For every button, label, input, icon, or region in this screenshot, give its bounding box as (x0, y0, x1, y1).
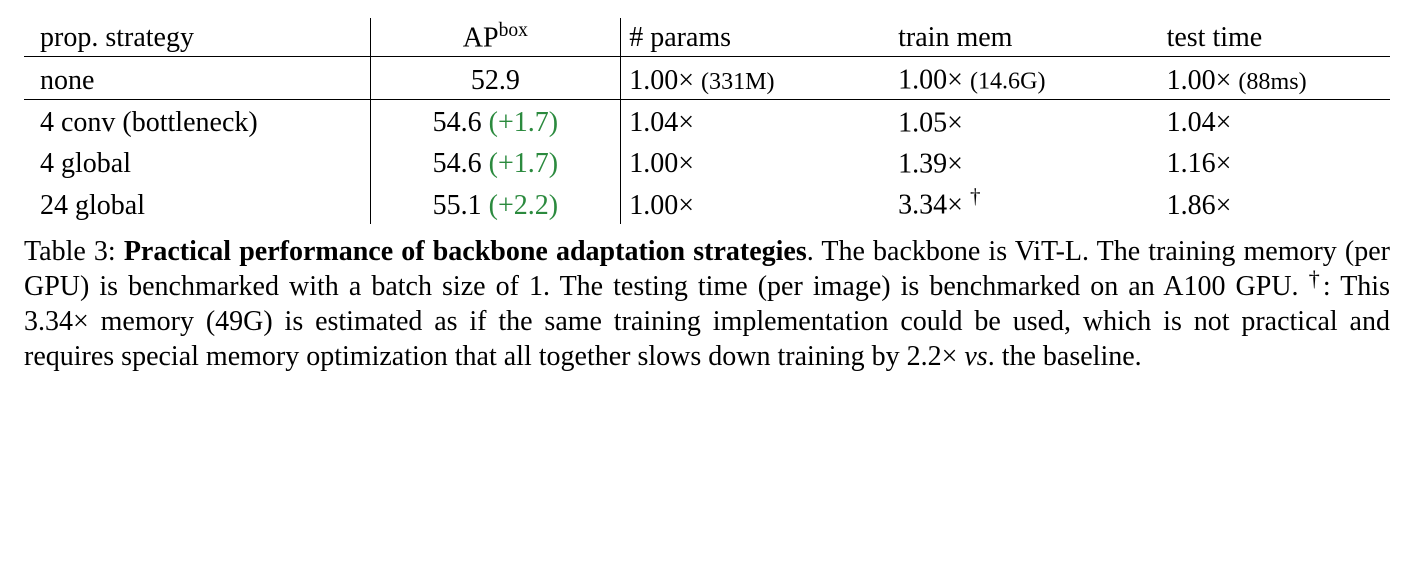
params-paren: (331M) (701, 69, 775, 95)
testtime-value: 1.86× (1167, 190, 1232, 221)
trainmem-value: 1.39× (898, 148, 963, 179)
caption-title: Practical performance of backbone adapta… (124, 236, 807, 267)
ap-value: 52.9 (471, 65, 520, 96)
cell-params: 1.00× (621, 141, 890, 182)
testtime-value: 1.00× (1167, 65, 1232, 96)
cell-params: 1.00× (331M) (621, 57, 890, 99)
cell-strategy: 24 global (24, 182, 370, 223)
cell-ap: 54.6 (+1.7) (370, 99, 621, 141)
table-row: 24 global 55.1 (+2.2) 1.00× 3.34× † 1.86… (24, 182, 1390, 223)
params-value: 1.00× (629, 190, 694, 221)
col-header-testtime: test time (1159, 18, 1390, 57)
ap-delta: (+1.7) (489, 148, 558, 179)
trainmem-value: 1.00× (898, 65, 963, 96)
trainmem-paren: (14.6G) (970, 69, 1046, 95)
caption-body3: . the baseline. (988, 341, 1142, 372)
caption-label: Table 3: (24, 236, 116, 267)
ap-delta: (+1.7) (489, 107, 558, 138)
testtime-value: 1.04× (1167, 107, 1232, 138)
cell-params: 1.04× (621, 99, 890, 141)
cell-strategy: none (24, 57, 370, 99)
params-value: 1.00× (629, 148, 694, 179)
ap-value: 54.6 (433, 107, 482, 138)
table-header-row: prop. strategy APbox # params train mem … (24, 18, 1390, 57)
cell-strategy: 4 global (24, 141, 370, 182)
col-header-ap: APbox (370, 18, 621, 57)
caption-dagger: † (1309, 266, 1323, 291)
table-row: 4 conv (bottleneck) 54.6 (+1.7) 1.04× 1.… (24, 99, 1390, 141)
table-caption: Table 3: Practical performance of backbo… (24, 234, 1390, 374)
params-value: 1.04× (629, 107, 694, 138)
trainmem-dagger: † (970, 184, 981, 208)
cell-ap: 55.1 (+2.2) (370, 182, 621, 223)
cell-ap: 52.9 (370, 57, 621, 99)
col-header-strategy: prop. strategy (24, 18, 370, 57)
cell-params: 1.00× (621, 182, 890, 223)
col-header-params: # params (621, 18, 890, 57)
cell-testtime: 1.04× (1159, 99, 1390, 141)
cell-strategy: 4 conv (bottleneck) (24, 99, 370, 141)
col-header-trainmem: train mem (890, 18, 1158, 57)
cell-testtime: 1.16× (1159, 141, 1390, 182)
table-row: 4 global 54.6 (+1.7) 1.00× 1.39× 1.16× (24, 141, 1390, 182)
ap-label: AP (463, 22, 499, 53)
params-value: 1.00× (629, 65, 694, 96)
table-row: none 52.9 1.00× (331M) 1.00× (14.6G) 1.0… (24, 57, 1390, 99)
cell-trainmem: 3.34× † (890, 182, 1158, 223)
ap-value: 55.1 (433, 190, 482, 221)
ap-value: 54.6 (433, 148, 482, 179)
cell-ap: 54.6 (+1.7) (370, 141, 621, 182)
cell-testtime: 1.86× (1159, 182, 1390, 223)
cell-trainmem: 1.00× (14.6G) (890, 57, 1158, 99)
testtime-paren: (88ms) (1238, 69, 1306, 95)
ap-sup: box (499, 20, 528, 41)
ap-delta: (+2.2) (489, 190, 558, 221)
trainmem-value: 1.05× (898, 107, 963, 138)
cell-trainmem: 1.05× (890, 99, 1158, 141)
cell-trainmem: 1.39× (890, 141, 1158, 182)
testtime-value: 1.16× (1167, 148, 1232, 179)
trainmem-value: 3.34× (898, 190, 963, 221)
cell-testtime: 1.00× (88ms) (1159, 57, 1390, 99)
results-table: prop. strategy APbox # params train mem … (24, 18, 1390, 224)
caption-vs: vs (964, 341, 987, 372)
